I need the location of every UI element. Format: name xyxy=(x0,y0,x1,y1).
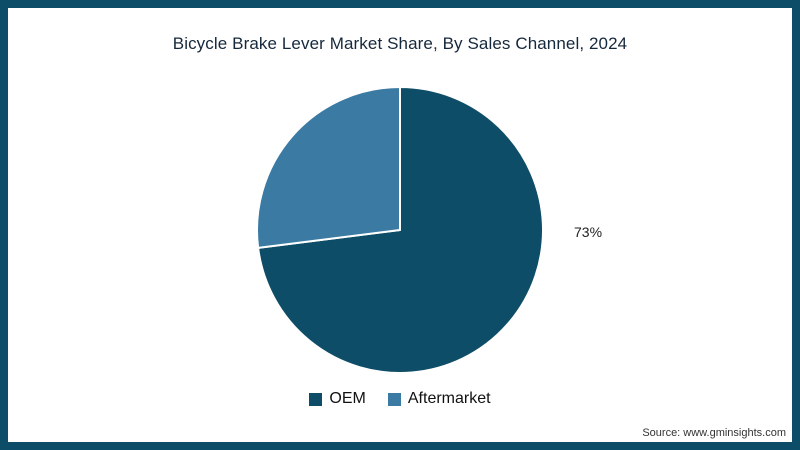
data-label-oem-share: 73% xyxy=(574,224,603,240)
chart-title: Bicycle Brake Lever Market Share, By Sal… xyxy=(172,34,628,53)
legend-item-oem: OEM xyxy=(309,390,366,408)
legend: OEM Aftermarket xyxy=(8,390,792,408)
source-text: Source: www.gminsights.com xyxy=(642,427,786,439)
legend-item-aftermarket: Aftermarket xyxy=(387,390,491,408)
legend-label-aftermarket: Aftermarket xyxy=(407,390,491,407)
pie-slice-aftermarket xyxy=(256,86,401,249)
pie-chart xyxy=(256,86,544,374)
legend-swatch-oem xyxy=(309,392,323,406)
pie-chart-container xyxy=(255,85,545,375)
legend-swatch-aftermarket xyxy=(387,392,401,406)
legend-label-oem: OEM xyxy=(329,390,366,407)
